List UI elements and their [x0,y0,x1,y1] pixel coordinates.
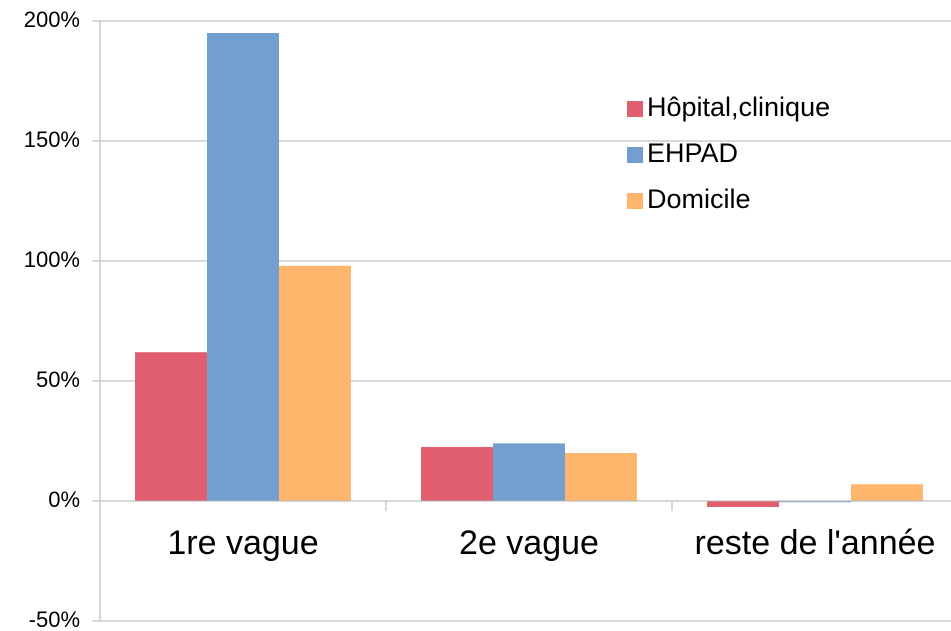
y-tick-label: 50% [36,367,80,392]
bar [207,33,279,501]
bar [850,484,923,501]
legend-label: EHPAD [647,138,738,168]
legend-swatch [627,147,643,163]
x-tick-label: 2e vague [459,524,599,562]
y-tick-label: 100% [24,247,80,272]
bar [564,453,637,501]
y-tick-label: 150% [24,127,80,152]
bar [135,352,208,501]
x-tick-label: 1re vague [167,524,318,562]
legend-swatch [627,101,643,117]
legend-swatch [627,193,643,209]
x-tick-label: reste de l'année [695,524,936,562]
bar [779,501,851,503]
y-tick-label: -50% [29,607,80,631]
bar [707,501,780,507]
legend-label: Hôpital,clinique [647,92,830,122]
y-tick-label: 200% [24,7,80,32]
bar [421,447,494,501]
bar [493,443,565,501]
y-tick-label: 0% [48,487,80,512]
legend-label: Domicile [647,184,751,214]
bar [278,265,351,501]
